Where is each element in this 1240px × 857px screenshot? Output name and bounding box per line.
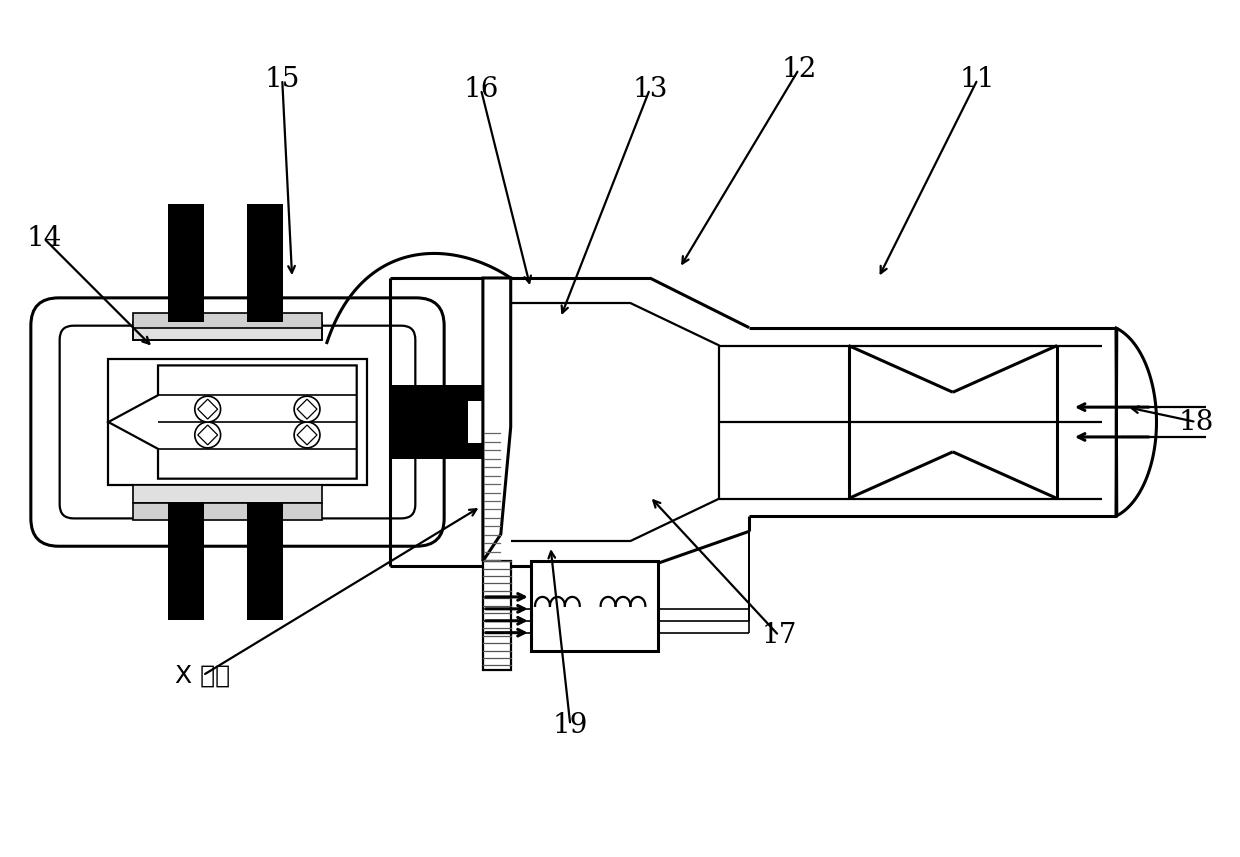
Polygon shape <box>108 365 357 479</box>
Bar <box>248 205 283 321</box>
Bar <box>133 502 322 520</box>
Bar <box>133 321 322 339</box>
Bar <box>392 386 482 401</box>
FancyBboxPatch shape <box>31 298 444 546</box>
Text: 13: 13 <box>632 75 667 103</box>
Polygon shape <box>298 425 317 445</box>
Polygon shape <box>197 425 218 445</box>
Polygon shape <box>482 278 511 561</box>
Text: 17: 17 <box>761 622 797 649</box>
FancyBboxPatch shape <box>60 326 415 518</box>
Bar <box>133 313 322 327</box>
Bar <box>389 401 419 443</box>
Text: 18: 18 <box>1178 409 1214 435</box>
Circle shape <box>195 422 221 448</box>
Text: 15: 15 <box>264 66 300 93</box>
Bar <box>392 443 482 458</box>
Text: 16: 16 <box>464 75 498 103</box>
Text: 14: 14 <box>26 225 62 252</box>
Text: 19: 19 <box>553 711 588 739</box>
Polygon shape <box>298 399 317 419</box>
Bar <box>407 389 467 455</box>
Bar <box>108 359 367 485</box>
Text: X 射线: X 射线 <box>175 663 231 687</box>
Circle shape <box>294 396 320 422</box>
Polygon shape <box>197 399 218 419</box>
Bar <box>167 205 203 321</box>
Text: 12: 12 <box>781 56 816 83</box>
Bar <box>248 502 283 620</box>
Bar <box>482 561 511 670</box>
Bar <box>167 502 203 620</box>
Bar <box>531 561 657 650</box>
Polygon shape <box>484 280 508 427</box>
Bar <box>133 485 322 502</box>
Bar <box>133 321 322 339</box>
Text: 11: 11 <box>960 66 996 93</box>
Circle shape <box>195 396 221 422</box>
Circle shape <box>294 422 320 448</box>
